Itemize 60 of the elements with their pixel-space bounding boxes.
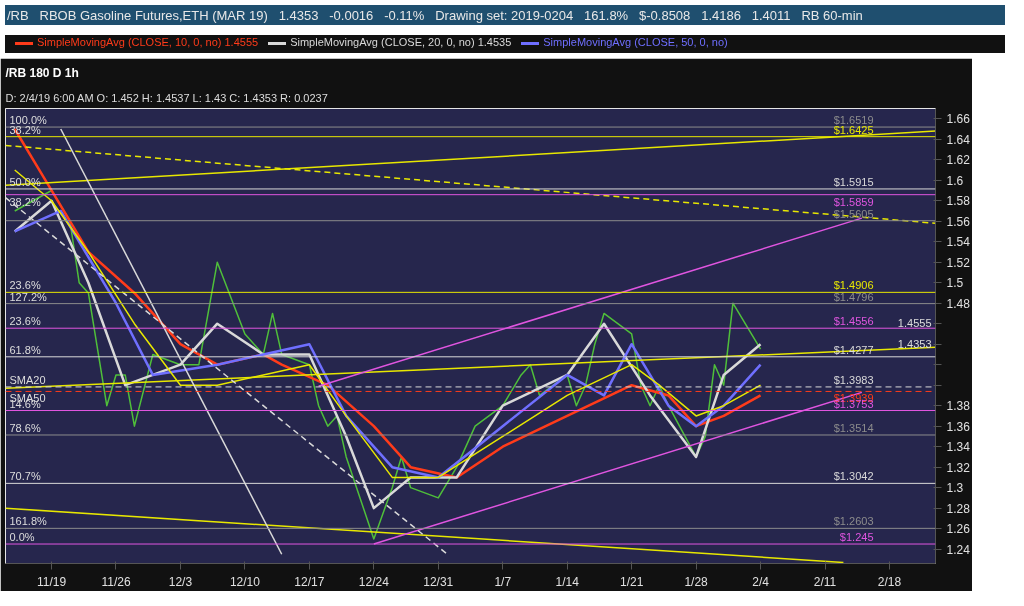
x-tick-label: 1/7 — [494, 574, 512, 589]
legend-label: SimpleMovingAvg (CLOSE, 50, 0, no) — [543, 36, 728, 48]
y-tick-label: 1.38 — [946, 399, 971, 414]
y-tick-label: 1.24 — [946, 542, 971, 557]
ref-line-label: $1.4796 — [833, 290, 874, 303]
annotation: 61.8% — [9, 343, 41, 356]
annotation: 70.7% — [9, 470, 41, 483]
x-tick-label: 2/11 — [813, 574, 837, 589]
x-tick-label: 11/19 — [36, 574, 67, 589]
y-tick-label: 1.52 — [946, 255, 971, 270]
legend-label: SimpleMovingAvg (CLOSE, 10, 0, no) 1.4555 — [37, 36, 259, 48]
ref-line-label: $1.4906 — [833, 279, 874, 292]
x-tick-label: 11/26 — [101, 574, 131, 589]
annotation: 1.4353 — [897, 338, 932, 351]
y-tick-label: 1.28 — [946, 501, 971, 516]
ref-line-label: $1.3983 — [833, 373, 874, 386]
y-tick-label: 1.62 — [946, 153, 971, 168]
y-tick-label: 1.48 — [946, 296, 971, 311]
x-tick-label: 2/4 — [752, 574, 770, 589]
ref-line-label: $1.5859 — [833, 195, 874, 208]
annotation: 23.6% — [9, 279, 41, 292]
y-tick-label: 1.64 — [946, 132, 971, 147]
x-tick-label: 1/28 — [684, 574, 709, 589]
legend-label: SimpleMovingAvg (CLOSE, 20, 0, no) 1.4535 — [290, 36, 512, 48]
ref-line-label: $1.4556 — [833, 315, 874, 328]
y-tick-label: 1.6 — [946, 173, 964, 188]
y-tick-label: 1.32 — [946, 460, 971, 475]
annotation: SMA20 — [9, 373, 46, 386]
ref-line-label: $1.245 — [839, 531, 874, 544]
y-tick-label: 1.58 — [946, 194, 971, 209]
x-tick-label: 12/31 — [423, 574, 454, 589]
ref-line-label: $1.3514 — [833, 421, 874, 434]
chart-title: /RB 180 D 1h — [5, 65, 79, 80]
text: /RB RBOB Gasoline Futures,ETH (MAR 19) 1.4353 -0.0016 -0.11% Drawing set: 2019-0204 161.8% $-0.8508 1.4186 1.4011 RB 60-min — [7, 8, 863, 23]
y-tick-label: 1.26 — [946, 522, 971, 537]
x-tick-label: 12/10 — [229, 574, 261, 589]
annotation: 23.6% — [9, 315, 41, 328]
annotation: 127.2% — [9, 290, 48, 303]
annotation: 1.4555 — [897, 317, 932, 330]
ref-line-label: $1.5605 — [833, 207, 874, 220]
chart-subtitle: D: 2/4/19 6:00 AM O: 1.452 H: 1.4537 L: 1.43 C: 1.4353 R: 0.0237 — [5, 91, 328, 104]
y-tick-label: 1.3 — [946, 481, 964, 496]
ref-line-label: $1.2603 — [833, 515, 874, 528]
x-tick-label: 12/17 — [294, 574, 325, 589]
y-tick-label: 1.5 — [946, 276, 964, 291]
annotation: 161.8% — [9, 515, 48, 528]
x-tick-label: 1/21 — [619, 574, 644, 589]
ref-line-label: $1.3042 — [833, 470, 874, 483]
x-tick-label: 12/3 — [168, 574, 193, 589]
y-tick-label: 1.36 — [946, 419, 971, 434]
x-tick-label: 2/18 — [877, 574, 902, 589]
annotation: 78.6% — [9, 421, 41, 434]
y-tick-label: 1.66 — [946, 112, 971, 127]
x-tick-label: 12/24 — [358, 574, 390, 589]
ref-line-label: $1.5915 — [833, 175, 874, 188]
y-tick-label: 1.56 — [946, 214, 971, 229]
y-tick-label: 1.54 — [946, 235, 971, 250]
annotation: 0.0% — [9, 531, 35, 544]
x-tick-label: 1/14 — [555, 574, 580, 589]
y-tick-label: 1.34 — [946, 440, 971, 455]
